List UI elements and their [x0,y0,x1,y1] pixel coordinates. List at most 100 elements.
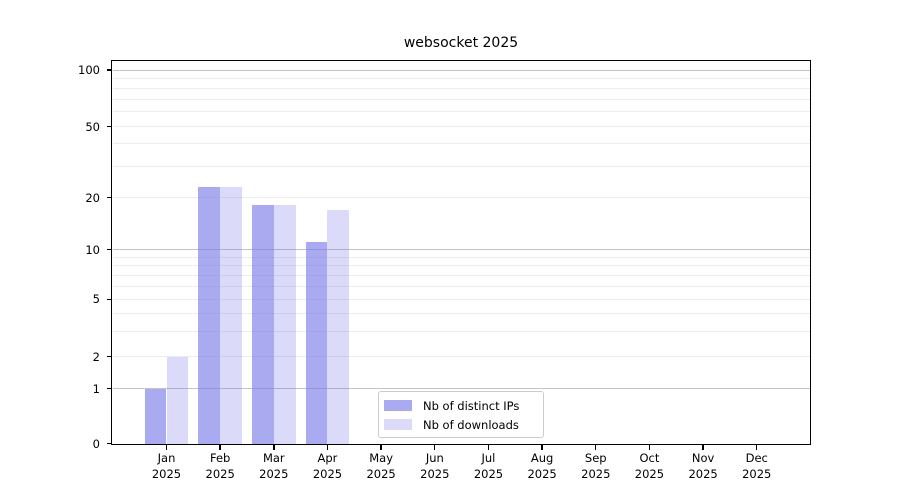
y-gridline-minor-3 [113,330,810,332]
y-tick-50 [106,125,112,128]
x-tick-apr [326,445,329,450]
y-gridline-2 [113,356,810,358]
y-gridline-100 [113,69,810,71]
x-tick-sep [595,445,597,450]
y-tick-label-5: 5 [92,292,100,307]
y-gridline-1 [113,388,810,390]
x-tick-oct [648,445,651,450]
x-tick-may [380,445,382,450]
x-tick-jul [487,445,490,450]
y-tick-label-0: 0 [92,436,100,451]
x-tick-label-jul: Jul 2025 [456,451,520,482]
x-tick-label-feb: Feb 2025 [188,451,252,482]
y-tick-20 [106,196,112,199]
y-tick-1 [106,388,112,390]
x-tick-nov [702,445,704,450]
x-tick-year: 2025 [205,466,235,481]
legend-item-distinct-ips: Nb of distinct IPs [383,396,543,415]
y-gridline-minor-6 [113,285,810,287]
x-tick-label-jun: Jun 2025 [403,451,467,482]
x-tick-month: Aug [530,451,554,465]
x-tick-month: Dec [745,451,768,465]
y-gridline-minor-90 [113,78,810,80]
y-gridline-minor-70 [113,98,810,100]
x-tick-label-sep: Sep 2025 [564,451,628,482]
y-gridline-50 [113,126,810,127]
x-tick-month: Jun [425,451,444,465]
x-tick-year: 2025 [688,466,718,481]
x-tick-aug [541,445,543,450]
y-gridline-minor-60 [113,111,810,113]
y-gridline-20 [113,197,810,198]
x-tick-year: 2025 [259,466,289,481]
y-gridline-minor-7 [113,274,810,276]
bar-downloads-jan [166,356,189,444]
y-gridline-minor-9 [113,256,810,258]
x-tick-mar [273,445,275,450]
y-tick-label-20: 20 [85,190,100,205]
legend-label-downloads: Nb of downloads [423,417,519,432]
y-tick-label-100: 100 [78,63,100,77]
bar-downloads-apr [327,209,350,444]
x-tick-label-may: May 2025 [349,451,413,482]
y-tick-100 [106,69,112,71]
x-tick-month: Mar [262,451,285,465]
x-tick-month: Sep [584,451,607,465]
y-gridline-minor-40 [113,143,810,145]
y-tick-5 [106,298,112,300]
y-gridline-minor-8 [113,265,810,267]
x-tick-jan [165,445,168,450]
x-tick-year: 2025 [151,466,182,481]
y-tick-label-2: 2 [92,349,100,364]
bar-downloads-mar [273,205,296,444]
x-tick-year: 2025 [473,466,504,481]
x-tick-feb [219,445,221,450]
y-tick-label-1: 1 [92,381,100,396]
x-tick-year: 2025 [581,466,611,481]
x-tick-label-jan: Jan 2025 [135,451,199,482]
x-tick-label-aug: Aug 2025 [510,451,574,482]
chart-title: websocket 2025 [403,35,519,51]
x-tick-label-oct: Oct 2025 [617,451,681,482]
x-tick-label-nov: Nov 2025 [671,451,735,482]
x-tick-label-mar: Mar 2025 [242,451,306,482]
x-tick-year: 2025 [366,466,396,481]
x-tick-label-dec: Dec 2025 [725,451,789,482]
y-gridline-minor-30 [113,165,810,167]
x-tick-month: May [369,451,394,465]
legend-item-downloads: Nb of downloads [383,415,543,434]
y-gridline-5 [113,298,810,300]
y-tick-0 [106,442,112,445]
y-tick-label-50: 50 [85,119,100,134]
bar-distinct-ips-apr [305,242,328,444]
legend-swatch-downloads [383,419,412,430]
x-tick-year: 2025 [312,466,343,481]
x-tick-month: Apr [317,451,338,465]
y-gridline-minor-4 [113,312,810,314]
legend: Nb of distinct IPs Nb of downloads [377,390,544,438]
x-tick-label-apr: Apr 2025 [295,451,359,482]
legend-label-distinct-ips: Nb of distinct IPs [423,398,520,413]
x-tick-year: 2025 [527,466,557,481]
y-tick-label-10: 10 [85,242,100,257]
x-tick-month: Jul [481,451,496,465]
y-gridline-minor-80 [113,87,810,89]
bar-downloads-feb [220,186,242,444]
x-tick-month: Oct [639,451,660,465]
x-tick-month: Jan [157,451,176,465]
x-tick-jun [434,445,436,450]
bar-distinct-ips-feb [198,186,221,444]
x-tick-dec [756,445,758,450]
x-tick-month: Nov [691,451,715,465]
y-tick-2 [106,356,112,358]
legend-swatch-distinct-ips [383,400,412,411]
bar-distinct-ips-jan [144,388,167,444]
x-tick-year: 2025 [634,466,665,481]
y-gridline-10 [113,249,810,250]
x-tick-year: 2025 [742,466,772,481]
x-tick-month: Feb [209,451,231,465]
